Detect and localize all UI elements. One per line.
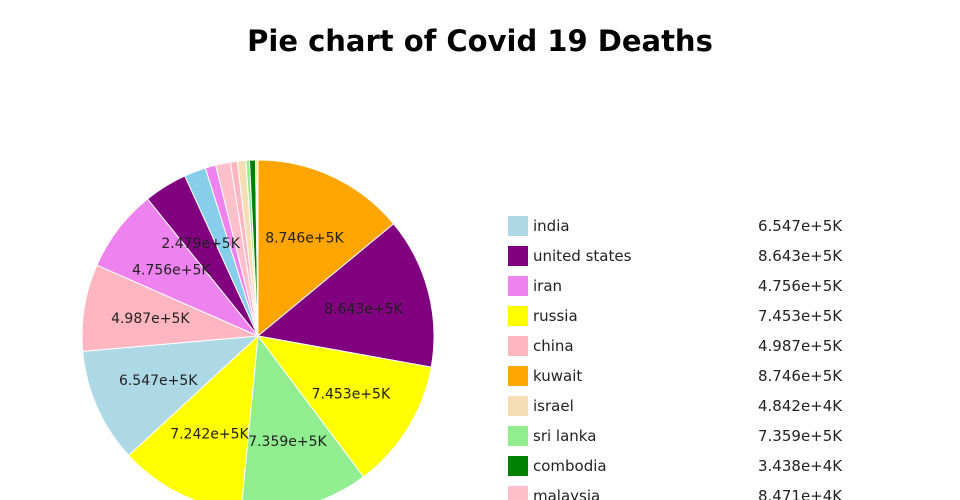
legend-value: 8.746e+5K	[758, 367, 843, 385]
legend-item-united-states[interactable]: united states 8.643e+5K	[508, 242, 868, 272]
pie-slice-russia[interactable]	[256, 335, 432, 478]
legend-item-combodia[interactable]: combodia 3.438e+4K	[508, 452, 868, 482]
pie-slice-india[interactable]	[82, 335, 260, 457]
slice-value-label: 7.359e+5K	[248, 434, 327, 450]
slice-value-label: 8.746e+5K	[265, 230, 344, 246]
legend-swatch	[508, 456, 528, 476]
legend-label: iran	[533, 277, 563, 295]
legend-swatch	[508, 306, 528, 326]
legend-value: 8.643e+5K	[758, 247, 843, 265]
slice-value-label: 4.987e+5K	[111, 311, 190, 327]
legend-value: 7.359e+5K	[758, 427, 843, 445]
legend-value: 6.547e+5K	[758, 217, 843, 235]
pie-slice-united-states[interactable]	[256, 223, 435, 368]
legend-label: united states	[533, 247, 632, 265]
legend-value: 4.987e+5K	[758, 337, 843, 355]
legend-value: 3.438e+4K	[758, 457, 843, 475]
legend-label: sri lanka	[533, 427, 597, 445]
legend-swatch	[508, 396, 528, 416]
slice-value-label: 4.756e+5K	[132, 263, 211, 279]
legend-swatch	[508, 276, 528, 296]
pie-slice-sri-lanka[interactable]	[241, 334, 365, 500]
pie-slice-kuwait[interactable]	[257, 159, 395, 338]
slice-value-label: 7.242e+5K	[170, 427, 249, 443]
legend-swatch	[508, 216, 528, 236]
slice-value-label: 8.643e+5K	[324, 301, 403, 317]
legend-label: china	[533, 337, 574, 355]
slice-value-label: 6.547e+5K	[119, 373, 198, 389]
legend-item-india[interactable]: india 6.547e+5K	[508, 212, 868, 242]
legend-label: malaysia	[533, 487, 601, 500]
legend-label: russia	[533, 307, 578, 325]
legend-item-russia[interactable]: russia 7.453e+5K	[508, 302, 868, 332]
legend-label: kuwait	[533, 367, 583, 385]
legend-item-iran[interactable]: iran 4.756e+5K	[508, 272, 868, 302]
legend-item-israel[interactable]: israel 4.842e+4K	[508, 392, 868, 422]
legend-swatch	[508, 336, 528, 356]
pie-slice-17[interactable]	[256, 159, 259, 337]
pie-slice-4[interactable]	[128, 334, 259, 500]
slice-value-label: 7.453e+5K	[312, 386, 391, 402]
legend-swatch	[508, 246, 528, 266]
legend-item-china[interactable]: china 4.987e+5K	[508, 332, 868, 362]
legend: india 6.547e+5K united states 8.643e+5K iran…	[508, 212, 868, 500]
chart-title: Pie chart of Covid 19 Deaths	[247, 24, 713, 58]
legend-swatch	[508, 486, 528, 500]
legend-label: india	[533, 217, 570, 235]
legend-label: israel	[533, 397, 574, 415]
legend-label: combodia	[533, 457, 607, 475]
legend-value: 4.842e+4K	[758, 397, 843, 415]
legend-value: 8.471e+4K	[758, 487, 843, 500]
legend-swatch	[508, 366, 528, 386]
legend-swatch	[508, 426, 528, 446]
slice-value-label: 2.479e+5K	[161, 236, 240, 252]
legend-value: 7.453e+5K	[758, 307, 843, 325]
legend-value: 4.756e+5K	[758, 277, 843, 295]
legend-item-kuwait[interactable]: kuwait 8.746e+5K	[508, 362, 868, 392]
legend-item-sri-lanka[interactable]: sri lanka 7.359e+5K	[508, 422, 868, 452]
legend-item-malaysia[interactable]: malaysia 8.471e+4K	[508, 482, 868, 500]
